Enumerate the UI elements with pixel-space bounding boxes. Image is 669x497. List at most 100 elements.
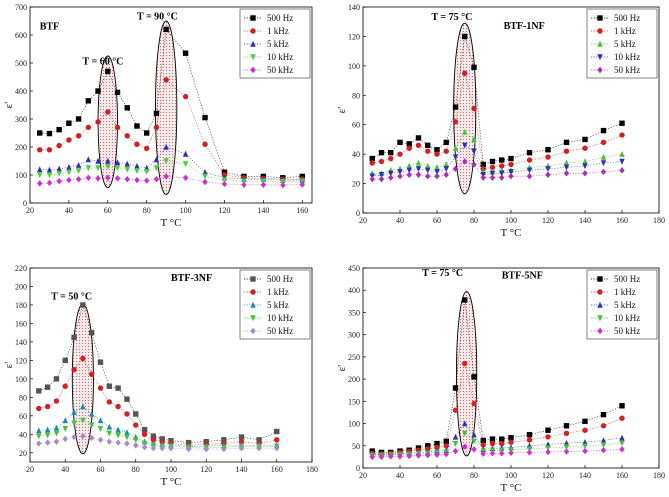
- data-point: [415, 171, 422, 178]
- data-point: [480, 174, 486, 181]
- legend-label: 10 kHz: [614, 52, 640, 62]
- series-line: [372, 73, 623, 170]
- data-point: [85, 98, 92, 104]
- legend-label: 1 kHz: [614, 26, 636, 36]
- legend-marker: [597, 301, 603, 308]
- data-point: [471, 438, 477, 445]
- data-point: [462, 142, 468, 149]
- data-point: [80, 302, 86, 308]
- plot-frame: [29, 6, 313, 204]
- data-point: [582, 427, 588, 433]
- data-point: [106, 430, 113, 437]
- data-point: [406, 167, 412, 174]
- data-point: [425, 162, 431, 169]
- legend-label: 1 kHz: [614, 287, 636, 297]
- legend-label: 1 kHz: [267, 26, 289, 36]
- data-point: [44, 403, 51, 410]
- data-point: [462, 420, 468, 427]
- data-point: [545, 166, 551, 173]
- y-tick-label: 450: [348, 264, 360, 273]
- legend-label: 5 kHz: [267, 300, 289, 310]
- data-point: [563, 448, 570, 455]
- data-point: [159, 436, 165, 442]
- data-point: [619, 446, 625, 453]
- data-point: [66, 176, 72, 184]
- data-point: [80, 355, 86, 362]
- data-point: [75, 168, 82, 174]
- data-point: [115, 426, 121, 433]
- series-line: [372, 144, 623, 177]
- legend-marker: [597, 28, 603, 34]
- data-point: [163, 158, 169, 165]
- data-point: [434, 151, 440, 157]
- data-point: [97, 436, 104, 444]
- data-point: [153, 110, 160, 117]
- data-point: [143, 145, 150, 152]
- data-point: [62, 426, 68, 432]
- data-point: [526, 437, 533, 443]
- data-point: [508, 435, 514, 441]
- data-point: [150, 444, 157, 452]
- x-tick-label: 180: [653, 216, 665, 225]
- y-tick-label: 400: [348, 286, 360, 295]
- x-axis-label: T °C: [500, 482, 521, 494]
- data-point: [88, 329, 95, 336]
- data-point: [471, 374, 477, 380]
- legend-marker: [597, 54, 603, 61]
- data-point: [415, 452, 422, 459]
- x-tick-label: 60: [97, 465, 105, 474]
- data-point: [143, 168, 150, 175]
- data-point: [124, 396, 130, 402]
- data-point: [508, 155, 514, 162]
- data-point: [75, 133, 82, 139]
- data-point: [36, 440, 42, 447]
- legend-marker: [597, 66, 603, 74]
- data-point: [415, 135, 422, 141]
- data-point: [508, 173, 514, 180]
- data-point: [406, 141, 412, 147]
- data-point: [124, 160, 130, 167]
- annotation-label: BTF-3NF: [171, 273, 212, 284]
- legend: 500 Hz 1 kHz 5 kHz 10 kHz 50 kHz: [239, 269, 311, 340]
- y-tick-label: 250: [348, 353, 360, 362]
- data-point: [388, 453, 394, 460]
- y-tick-label: 20: [352, 180, 360, 189]
- data-point: [168, 444, 174, 452]
- data-point: [75, 116, 82, 122]
- data-point: [221, 169, 228, 175]
- data-point: [489, 450, 496, 457]
- data-point: [106, 383, 113, 389]
- y-tick-label: 100: [348, 62, 360, 71]
- data-point: [71, 433, 77, 441]
- legend-marker: [597, 327, 603, 335]
- x-tick-label: 100: [180, 206, 192, 215]
- data-point: [85, 165, 92, 172]
- legend: 500 Hz 1 kHz 5 kHz 10 kHz 50 kHz: [239, 8, 311, 79]
- data-point: [97, 426, 104, 432]
- data-point: [619, 434, 625, 441]
- x-tick-label: 80: [470, 216, 478, 225]
- y-tick-label: 60: [352, 121, 360, 130]
- data-point: [163, 143, 169, 150]
- data-point: [182, 174, 189, 181]
- data-point: [37, 130, 43, 136]
- x-tick-label: 140: [257, 206, 269, 215]
- data-point: [37, 147, 43, 153]
- legend-marker: [250, 276, 256, 282]
- data-point: [238, 438, 245, 445]
- data-point: [443, 139, 449, 146]
- legend-label: 50 kHz: [614, 65, 640, 75]
- data-point: [46, 172, 53, 179]
- data-point: [56, 177, 62, 185]
- data-point: [563, 170, 570, 177]
- data-point: [582, 145, 588, 151]
- data-point: [462, 128, 468, 135]
- y-axis-label: ε': [3, 102, 15, 109]
- data-point: [462, 443, 468, 450]
- y-tick-label: 60: [19, 412, 27, 421]
- data-point: [480, 161, 486, 168]
- data-point: [163, 77, 169, 83]
- y-tick-label: 50: [352, 442, 360, 451]
- data-point: [425, 451, 431, 459]
- data-point: [299, 181, 305, 188]
